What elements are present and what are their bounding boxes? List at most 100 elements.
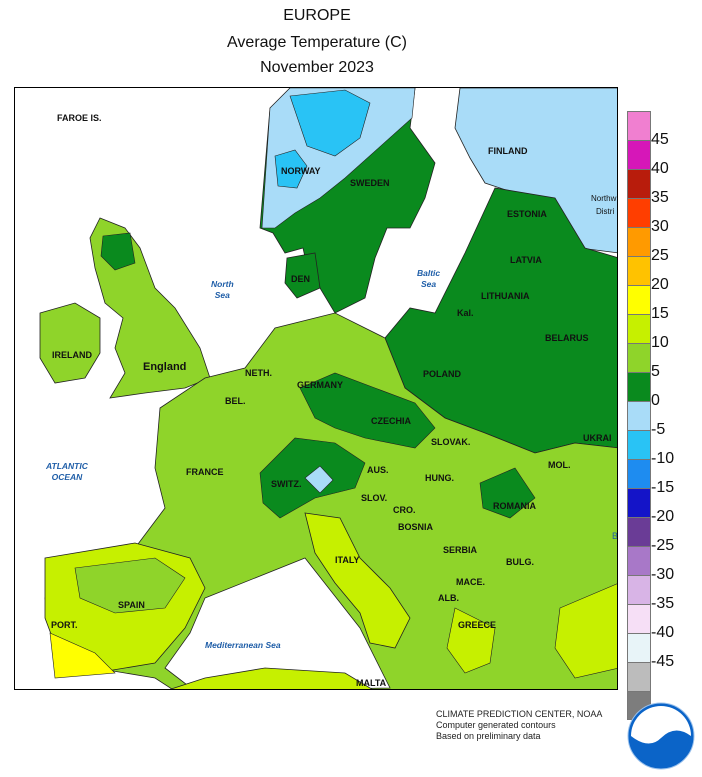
legend-tick-label: 10	[651, 334, 669, 351]
sea-label-north-line2: Sea	[214, 290, 230, 300]
legend-tick-label: -45	[651, 653, 675, 670]
legend-swatch	[627, 546, 651, 575]
label-slovak: SLOVAK.	[431, 437, 471, 447]
legend-tick-label: 25	[651, 247, 669, 264]
sea-label-baltic-line1: Baltic	[417, 268, 441, 278]
denmark-land	[284, 252, 321, 299]
temperature-map: FAROE IS. NORWAY SWEDEN FINLAND Northw D…	[14, 87, 618, 690]
legend-swatch	[627, 285, 651, 314]
label-belarus: BELARUS	[545, 333, 589, 343]
sea-label-atlantic-line1: ATLANTIC	[46, 461, 88, 471]
legend-tick-label: -25	[651, 537, 675, 554]
label-finland: FINLAND	[488, 146, 528, 156]
label-greece: GREECE	[458, 620, 497, 630]
legend-tick-label: 30	[651, 218, 669, 235]
label-bulg: BULG.	[506, 557, 534, 567]
map-graphic	[39, 88, 617, 689]
alps-freezing-zone	[304, 465, 334, 494]
legend-swatch	[627, 401, 651, 430]
legend-swatch	[627, 227, 651, 256]
legend-swatch	[627, 459, 651, 488]
label-norway: NORWAY	[281, 166, 321, 176]
legend-swatch	[627, 604, 651, 633]
map-period: November 2023	[260, 59, 374, 76]
sweden-north-cold-zone	[289, 89, 371, 157]
credit-line-3: Based on preliminary data	[436, 731, 541, 741]
sea-label-atlantic-line2: OCEAN	[51, 472, 83, 482]
sea-label-north-line1: North	[211, 279, 234, 289]
iberia-warm-zone	[49, 632, 116, 679]
scotland-cold-zone	[100, 232, 136, 271]
legend-swatch	[627, 575, 651, 604]
label-b: B	[612, 531, 618, 541]
legend-tick-label: 5	[651, 363, 660, 380]
legend-tick-label: 45	[651, 131, 669, 148]
label-neth: NETH.	[245, 368, 272, 378]
label-latvia: LATVIA	[510, 255, 542, 265]
label-kal: Kal.	[457, 308, 474, 318]
legend-swatch	[627, 111, 651, 140]
turkey-warm-zone	[554, 583, 617, 679]
label-alb: ALB.	[438, 593, 459, 603]
sea-label-baltic-line2: Sea	[421, 279, 437, 289]
label-estonia: ESTONIA	[507, 209, 547, 219]
legend-swatch	[627, 633, 651, 662]
noaa-logo-text: NOAA	[645, 718, 677, 730]
legend-swatch	[627, 517, 651, 546]
label-france: FRANCE	[186, 467, 224, 477]
ireland-land	[39, 302, 101, 384]
label-malta: MALTA	[356, 678, 387, 688]
legend-swatch	[627, 314, 651, 343]
label-bosnia: BOSNIA	[398, 522, 434, 532]
label-czechia: CZECHIA	[371, 416, 411, 426]
credit-line-2: Computer generated contours	[436, 720, 556, 730]
label-serbia: SERBIA	[443, 545, 478, 555]
label-sweden: SWEDEN	[350, 178, 390, 188]
label-germany: GERMANY	[297, 380, 344, 390]
label-ireland: IRELAND	[52, 350, 92, 360]
legend-tick-label: -5	[651, 421, 666, 438]
label-den: DEN	[291, 274, 311, 284]
label-cro: CRO.	[393, 505, 416, 515]
legend-swatch	[627, 430, 651, 459]
label-italy: ITALY	[335, 555, 360, 565]
sea-label-mediterranean: Mediterranean Sea	[205, 640, 281, 650]
map-subtitle: Average Temperature (C)	[227, 34, 407, 51]
label-bel: BEL.	[225, 396, 246, 406]
italy-land	[304, 512, 411, 649]
credit-line-1: CLIMATE PREDICTION CENTER, NOAA	[436, 709, 603, 719]
label-england: England	[143, 361, 187, 373]
legend-swatch	[627, 198, 651, 227]
north-africa-land	[169, 667, 373, 689]
carpathian-cold-zone	[479, 467, 536, 519]
legend-tick-label: -40	[651, 624, 675, 641]
legend-tick-label: 35	[651, 189, 669, 206]
legend-tick-label: -35	[651, 595, 675, 612]
legend-swatch	[627, 343, 651, 372]
sea-label-baltic: Baltic Sea	[417, 268, 440, 290]
legend-tick-label: -10	[651, 450, 675, 467]
legend-swatch	[627, 140, 651, 169]
label-lithuania: LITHUANIA	[481, 291, 530, 301]
label-hung: HUNG.	[425, 473, 454, 483]
label-port: PORT.	[51, 620, 78, 630]
sea-label-atlantic: ATLANTIC OCEAN	[46, 461, 88, 483]
legend-tick-label: 40	[651, 160, 669, 177]
label-mol: MOL.	[548, 460, 571, 470]
legend-swatch	[627, 169, 651, 198]
legend-swatch	[627, 256, 651, 285]
legend-swatch	[627, 662, 651, 691]
norway-cold-zone	[274, 149, 308, 189]
label-aus: AUS.	[367, 465, 389, 475]
legend-tick-label: 15	[651, 305, 669, 322]
label-mace: MACE.	[456, 577, 485, 587]
label-ukraine: UKRAI	[583, 433, 612, 443]
label-poland: POLAND	[423, 369, 461, 379]
mediterranean-sea	[164, 557, 391, 689]
label-faroe: FAROE IS.	[57, 113, 102, 123]
legend-tick-label: -20	[651, 508, 675, 525]
legend-tick-label: -15	[651, 479, 675, 496]
label-slov: SLOV.	[361, 493, 388, 503]
temperature-legend	[627, 111, 651, 720]
label-switz: SWITZ.	[271, 479, 302, 489]
